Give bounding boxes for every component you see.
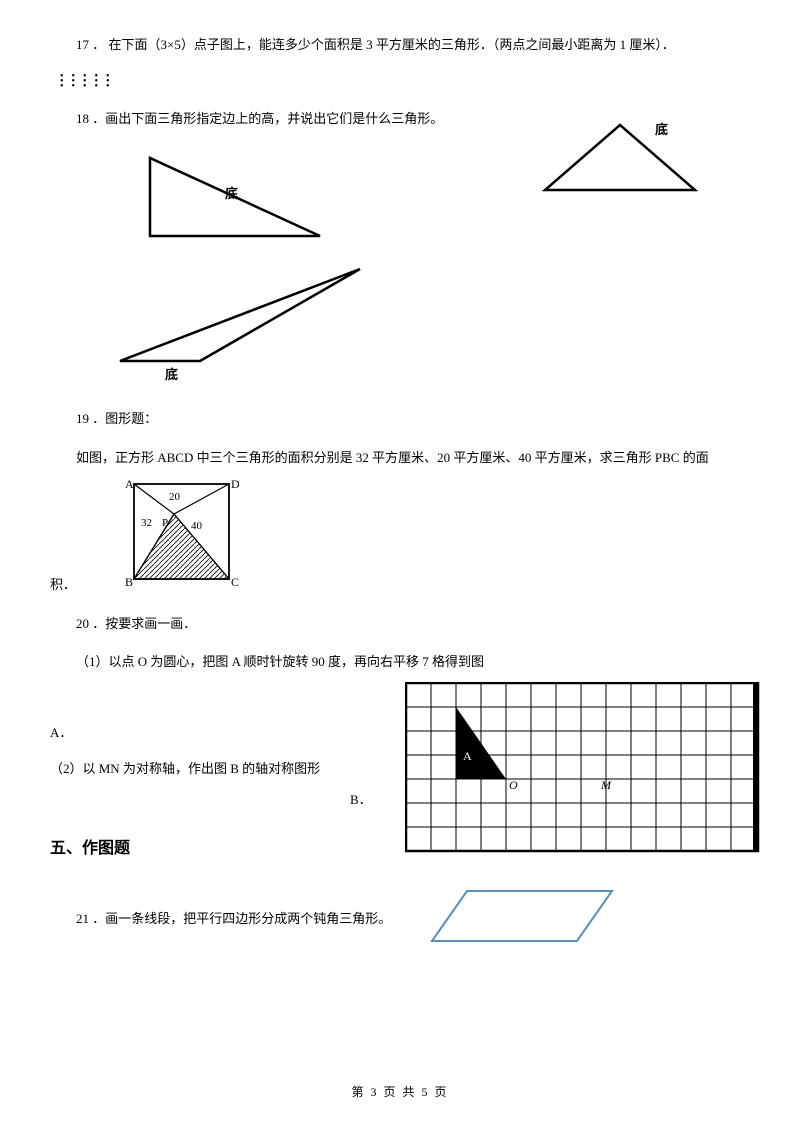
question-19-suffix: 积． <box>50 577 76 592</box>
grid-label-m: M <box>600 778 612 792</box>
triangle-right-label: 底 <box>655 122 668 137</box>
grid-figure: A O M <box>405 682 765 864</box>
question-19-text: 如图，正方形 ABCD 中三个三角形的面积分别是 32 平方厘米、20 平方厘米… <box>50 448 750 469</box>
question-21-text: 21 ．画一条线段，把平行四边形分成两个钝角三角形。 <box>50 909 391 930</box>
triangle-mid1-label: 底 <box>225 186 238 201</box>
triangle-figure-mid2: 底 <box>110 264 750 391</box>
label-40: 40 <box>191 520 203 532</box>
label-a: A <box>125 477 134 491</box>
page-footer: 第 3 页 共 5 页 <box>0 1083 800 1102</box>
label-d: D <box>231 477 239 491</box>
square-abcd-figure: A D B C P 20 32 40 <box>119 474 239 596</box>
label-20: 20 <box>169 491 181 503</box>
label-p: P <box>162 517 168 529</box>
label-32: 32 <box>141 517 152 529</box>
label-b: B <box>125 575 133 589</box>
question-19-label: 19 ．图形题： <box>50 409 750 430</box>
parallelogram-figure <box>401 886 617 953</box>
question-20-sub1: （1）以点 O 为圆心，把图 A 顺时针旋转 90 度，再向右平移 7 格得到图 <box>50 652 750 673</box>
grid-label-a: A <box>463 749 472 763</box>
grid-label-o: O <box>509 778 518 792</box>
dot-grid-3x5: ••••• ••••• ••••• <box>60 74 750 89</box>
triangle-figure-right: 底 <box>540 120 700 207</box>
label-c: C <box>231 575 239 589</box>
question-17: 17 ． 在下面（3×5）点子图上，能连多少个面积是 3 平方厘米的三角形．（两… <box>50 35 750 56</box>
triangle-mid2-label: 底 <box>165 367 178 382</box>
question-20-label: 20 ．按要求画一画． <box>50 614 750 635</box>
